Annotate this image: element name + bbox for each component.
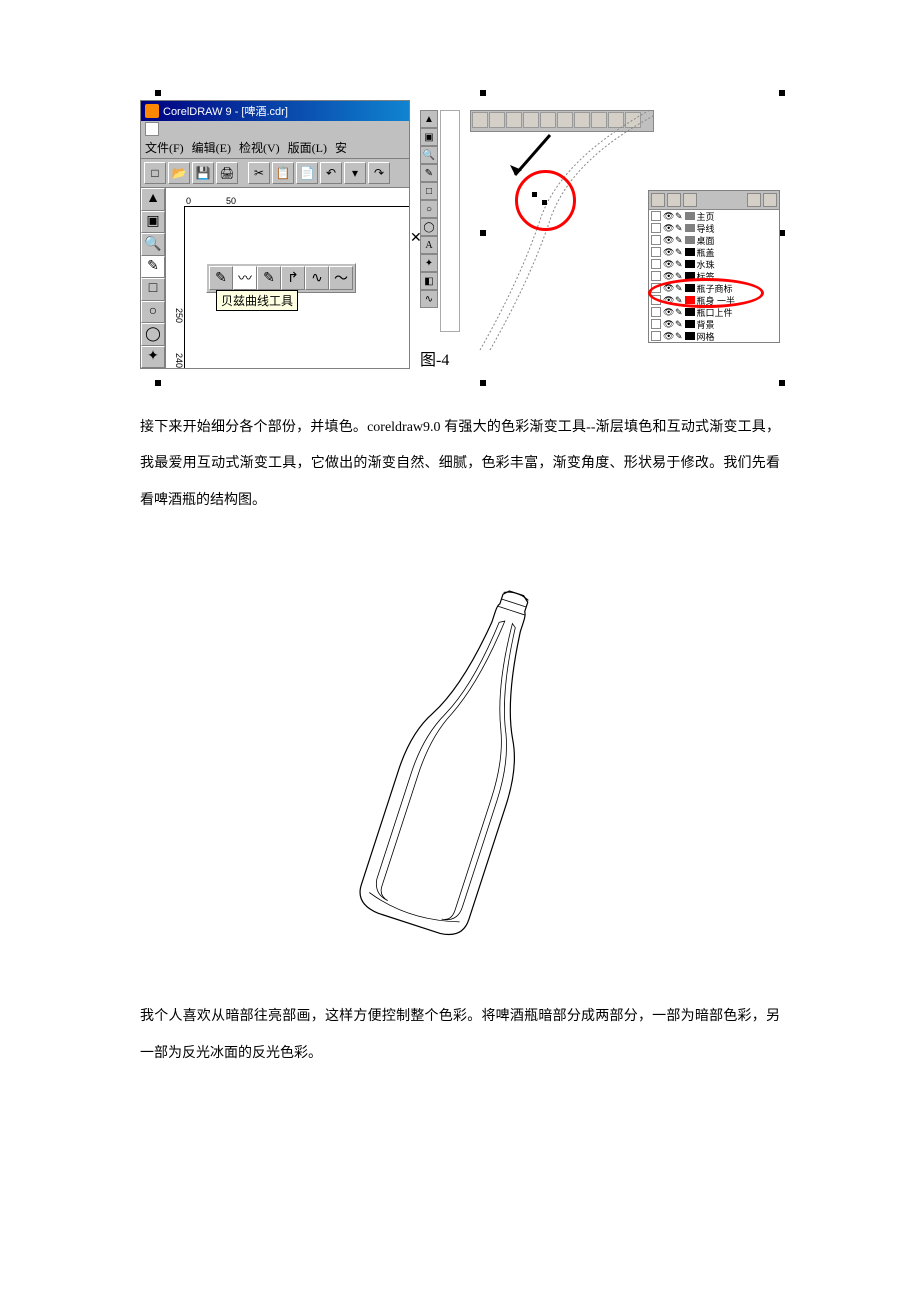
bottle-outline-svg [300,569,620,949]
om-btn[interactable] [683,193,697,207]
node-edit-screenshot: ▲ ▣ 🔍 ✎ □ ○ ◯ A ✦ ◧ ∿ [420,100,780,370]
save-button[interactable]: 💾 [192,162,214,184]
titlebar: CorelDRAW 9 - [啤酒.cdr] [141,101,409,121]
ruler-vertical: 250 240 [166,206,185,368]
mini-tool[interactable]: ∿ [420,290,438,308]
main-toolbar: □ 📂 💾 🖨 ✂ 📋 📄 ↶ ▾ ↷ [141,159,409,188]
mini-tool[interactable]: ◯ [420,218,438,236]
highlight-circle-layer [648,278,764,308]
curve-tool-flyout: ✎ 〰 ✎ ↱ ∿ 〜 [206,263,356,293]
ellipse-tool[interactable]: ○ [141,301,165,324]
figures-row: CorelDRAW 9 - [啤酒.cdr] 文件(F) 编辑(E) 检视(V)… [140,100,780,370]
figure-label: 图-4 [420,346,449,370]
menu-view[interactable]: 检视(V) [239,139,280,156]
pen-flyout[interactable]: ✎ [257,266,281,290]
mini-tool[interactable]: ○ [420,200,438,218]
connector-flyout[interactable]: ∿ [305,266,329,290]
app-icon [145,104,159,118]
polygon-tool[interactable]: ◯ [141,323,165,346]
ruler-tick: 250 [166,308,184,323]
undo-button[interactable]: ↶ [320,162,342,184]
menu-arrange[interactable]: 安 [335,139,347,156]
mini-tool[interactable]: □ [420,182,438,200]
menu-file[interactable]: 文件(F) [145,139,184,156]
canvas: 0 50 250 240 ✎ 〰 ✎ ↱ ∿ [166,188,409,368]
undo-dropdown[interactable]: ▾ [344,162,366,184]
ruler-tick: 0 [186,196,191,206]
om-btn[interactable] [667,193,681,207]
right-ruler [440,110,460,332]
open-button[interactable]: 📂 [168,162,190,184]
paste-button[interactable]: 📄 [296,162,318,184]
om-toolbar [649,191,779,210]
zoom-tool[interactable]: 🔍 [141,233,165,256]
layer-row[interactable]: 👁✎瓶盖 [649,246,779,258]
highlight-circle-node [515,170,576,231]
mini-tool[interactable]: ◧ [420,272,438,290]
layer-row[interactable]: 👁✎网格 [649,330,779,342]
menubar: 文件(F) 编辑(E) 检视(V) 版面(L) 安 [141,137,409,159]
print-button[interactable]: 🖨 [216,162,238,184]
layer-row[interactable]: 👁✎主页 [649,210,779,222]
menu-layout[interactable]: 版面(L) [288,139,327,156]
toolbox: ▲ ▣ 🔍 ✎ □ ○ ◯ ✦ [141,188,166,368]
mini-tool[interactable]: ✦ [420,254,438,272]
ruler-tick: 50 [226,196,236,206]
layer-row[interactable]: 👁✎导线 [649,222,779,234]
layer-row[interactable]: 👁✎背景 [649,318,779,330]
bezier-tooltip: 贝兹曲线工具 [216,290,298,311]
shape-tool[interactable]: ▣ [141,211,165,234]
mini-tool[interactable]: ▣ [420,128,438,146]
interactive-flyout[interactable]: 〜 [329,266,353,290]
mini-tool[interactable]: A [420,236,438,254]
right-toolbox: ▲ ▣ 🔍 ✎ □ ○ ◯ A ✦ ◧ ∿ [420,110,438,308]
coreldraw-screenshot: CorelDRAW 9 - [啤酒.cdr] 文件(F) 编辑(E) 检视(V)… [140,100,410,369]
effects-tool[interactable]: ✦ [141,346,165,369]
new-button[interactable]: □ [144,162,166,184]
pick-tool[interactable]: ▲ [141,188,165,211]
mini-tool[interactable]: ✎ [420,164,438,182]
bezier-flyout[interactable]: 〰 [233,266,257,290]
bottle-structure-figure [140,569,780,949]
freehand-tool[interactable]: ✎ [141,256,165,279]
mini-tool[interactable]: ▲ [420,110,438,128]
redo-button[interactable]: ↷ [368,162,390,184]
cross-marker: ✕ [410,230,422,247]
dimension-flyout[interactable]: ↱ [281,266,305,290]
layer-row[interactable]: 👁✎水珠 [649,258,779,270]
window-title: CorelDRAW 9 - [啤酒.cdr] [163,103,288,119]
paragraph-2: 我个人喜欢从暗部往亮部画，这样方便控制整个色彩。将啤酒瓶暗部分成两部分，一部为暗… [140,999,780,1072]
mini-tool[interactable]: 🔍 [420,146,438,164]
om-btn[interactable] [747,193,761,207]
freehand-flyout[interactable]: ✎ [209,266,233,290]
cut-button[interactable]: ✂ [248,162,270,184]
om-btn[interactable] [651,193,665,207]
object-manager: 👁✎主页👁✎导线👁✎桌面👁✎瓶盖👁✎水珠👁✎标签👁✎瓶子商标👁✎瓶身 一半👁✎瓶… [648,190,780,343]
copy-button[interactable]: 📋 [272,162,294,184]
menu-edit[interactable]: 编辑(E) [192,139,231,156]
om-btn[interactable] [763,193,777,207]
layer-row[interactable]: 👁✎桌面 [649,234,779,246]
rect-tool[interactable]: □ [141,278,165,301]
ruler-tick: 240 [166,353,184,368]
ruler-horizontal: 0 50 [166,188,409,207]
curve-svg [460,100,660,360]
paragraph-1: 接下来开始细分各个部份，并填色。coreldraw9.0 有强大的色彩渐变工具-… [140,410,780,519]
